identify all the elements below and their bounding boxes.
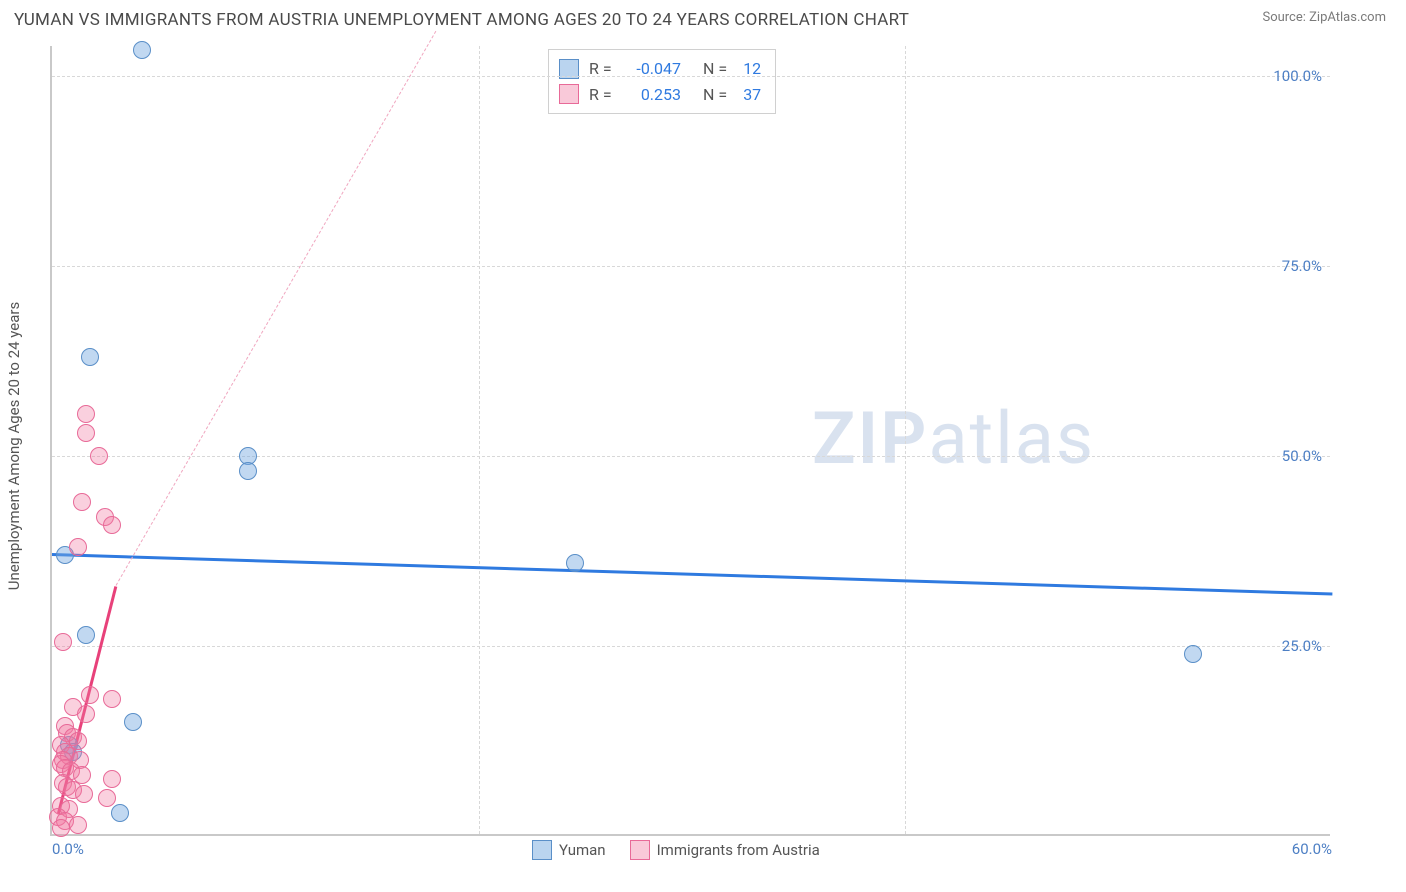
n-label: N = <box>703 82 727 108</box>
y-tick-label: 100.0% <box>1273 67 1322 85</box>
trendline-yuman <box>52 553 1332 595</box>
y-tick-label: 50.0% <box>1282 447 1322 465</box>
gridline-h <box>52 76 1330 77</box>
point-austria <box>73 493 91 511</box>
point-austria <box>52 819 70 837</box>
y-axis-label: Unemployment Among Ages 20 to 24 years <box>5 302 23 590</box>
legend-row-austria: R = 0.253 N = 37 <box>559 82 761 108</box>
trendline-austria-dashed <box>116 31 437 586</box>
r-value-austria: 0.253 <box>625 82 681 108</box>
point-austria <box>77 405 95 423</box>
title-bar: YUMAN VS IMMIGRANTS FROM AUSTRIA UNEMPLO… <box>0 0 1406 36</box>
point-yuman <box>124 713 142 731</box>
point-yuman <box>566 554 584 572</box>
point-austria <box>54 633 72 651</box>
point-yuman <box>133 41 151 59</box>
point-austria <box>77 424 95 442</box>
watermark: ZIPatlas <box>812 396 1095 481</box>
source-attribution: Source: ZipAtlas.com <box>1262 10 1386 25</box>
correlation-legend: R = -0.047 N = 12 R = 0.253 N = 37 <box>548 49 776 114</box>
gridline-v <box>479 46 480 834</box>
point-austria <box>90 447 108 465</box>
watermark-bold: ZIP <box>812 396 928 481</box>
scatter-chart: ZIPatlas R = -0.047 N = 12 R = 0.253 N =… <box>50 46 1330 836</box>
chart-title: YUMAN VS IMMIGRANTS FROM AUSTRIA UNEMPLO… <box>14 10 909 30</box>
point-yuman <box>111 804 129 822</box>
y-tick-label: 75.0% <box>1282 257 1322 275</box>
legend-label-austria: Immigrants from Austria <box>657 841 820 859</box>
swatch-pink-icon <box>630 840 650 860</box>
point-austria <box>69 538 87 556</box>
r-label: R = <box>589 56 617 82</box>
swatch-pink-icon <box>559 84 579 104</box>
point-austria <box>103 690 121 708</box>
watermark-rest: atlas <box>928 396 1095 481</box>
point-yuman <box>81 348 99 366</box>
legend-item-austria: Immigrants from Austria <box>630 840 820 860</box>
gridline-v <box>905 46 906 834</box>
legend-item-yuman: Yuman <box>532 840 606 860</box>
n-label: N = <box>703 56 727 82</box>
point-austria <box>69 816 87 834</box>
n-value-austria: 37 <box>735 82 761 108</box>
swatch-blue-icon <box>532 840 552 860</box>
x-tick-label: 60.0% <box>1292 840 1332 858</box>
n-value-yuman: 12 <box>735 56 761 82</box>
r-value-yuman: -0.047 <box>625 56 681 82</box>
point-yuman <box>1184 645 1202 663</box>
point-austria <box>98 789 116 807</box>
point-austria <box>75 785 93 803</box>
y-tick-label: 25.0% <box>1282 637 1322 655</box>
r-label: R = <box>589 82 617 108</box>
point-austria <box>81 686 99 704</box>
point-austria <box>77 705 95 723</box>
gridline-h <box>52 646 1330 647</box>
series-legend: Yuman Immigrants from Austria <box>532 840 820 860</box>
legend-row-yuman: R = -0.047 N = 12 <box>559 56 761 82</box>
legend-label-yuman: Yuman <box>559 841 606 859</box>
x-tick-label: 0.0% <box>52 840 84 858</box>
point-yuman <box>239 462 257 480</box>
point-yuman <box>77 626 95 644</box>
gridline-h <box>52 266 1330 267</box>
point-austria <box>103 516 121 534</box>
point-austria <box>103 770 121 788</box>
